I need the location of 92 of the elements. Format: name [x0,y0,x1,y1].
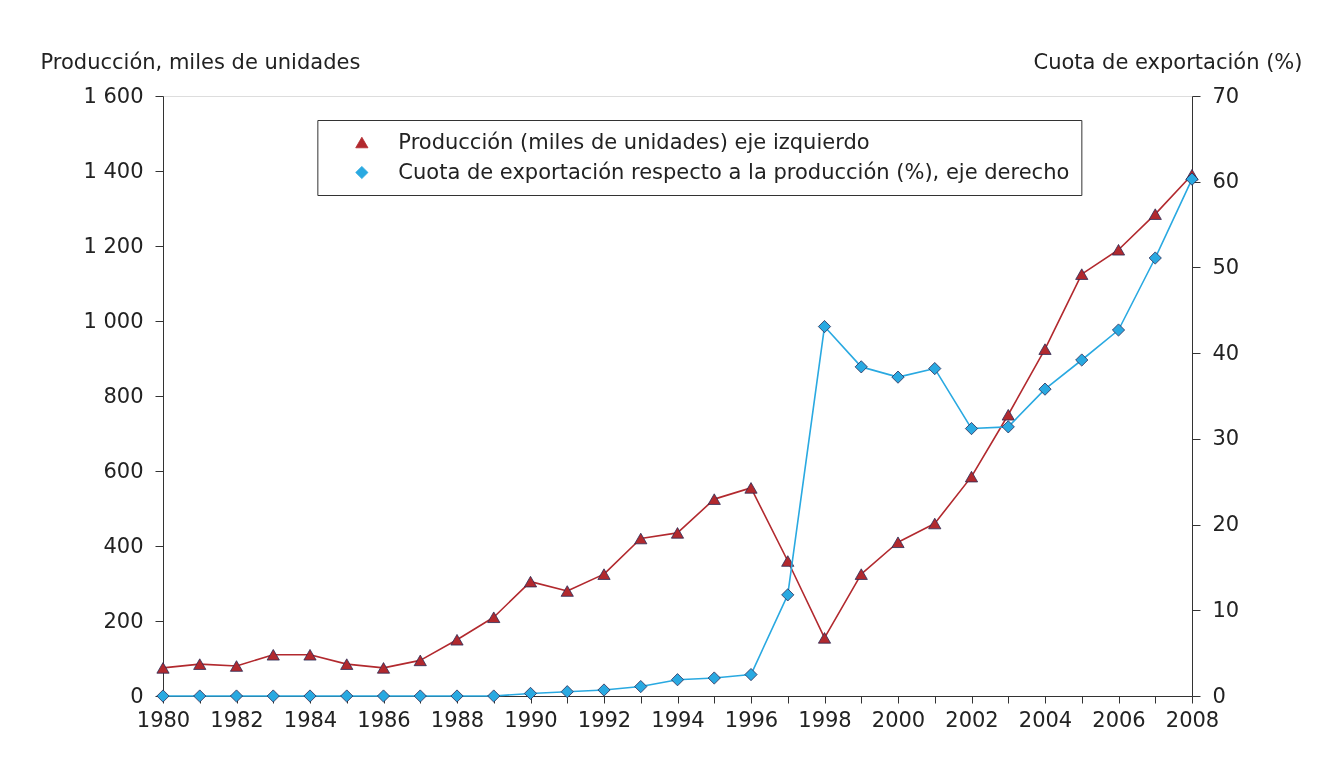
point [303,689,317,703]
point [1038,343,1052,355]
point [1185,172,1199,186]
y2-tick-label: 20 [1212,512,1240,537]
point [854,568,868,580]
x-tick-label: 1994 [651,707,705,732]
x-tick-label: 1996 [724,707,779,732]
y2-tick-label: 10 [1212,597,1240,622]
point [560,685,574,699]
y2-tick-label: 0 [1212,683,1226,708]
point [487,689,501,703]
point [376,662,391,674]
point [670,527,685,539]
y2-axis-title: Cuota de exportación (%) [1033,49,1303,74]
y-tick-label: 200 [103,608,144,633]
point [523,575,538,588]
x-tick-label: 1984 [283,707,338,732]
point [597,683,611,697]
y-axis-title: Producción, miles de unidades [40,49,361,74]
point [229,660,244,672]
y2-tick-label: 30 [1212,426,1240,451]
x-tick-label: 1990 [504,707,558,732]
point [303,649,317,661]
point [1001,409,1015,421]
y2-tick-label: 70 [1212,83,1240,108]
point [744,668,758,682]
x-tick-label: 2004 [1018,707,1073,732]
legend-label: Cuota de exportación respecto a la producción (%), eje derecho [398,159,1070,184]
y-tick-label: 1 400 [83,158,144,183]
point [891,536,905,548]
point [487,611,501,623]
point [707,493,721,505]
point [266,649,280,661]
point [1111,323,1126,337]
x-tick-label: 2008 [1165,707,1220,732]
point [1148,251,1162,265]
point [1111,244,1126,256]
point [781,555,795,567]
point [340,689,354,703]
point [634,680,648,694]
y-tick-label: 400 [103,533,144,558]
x-tick-label: 1980 [136,707,191,732]
y2-tick-label: 40 [1212,340,1240,365]
x-tick-label: 1982 [210,707,264,732]
point [1038,382,1052,396]
point [266,689,280,703]
point [928,362,942,376]
point [523,686,538,700]
point [1001,420,1015,434]
y2-tick-label: 50 [1212,254,1240,279]
point [450,689,464,703]
point [1148,208,1162,220]
x-tick-label: 1998 [798,707,852,732]
point [891,370,905,384]
point [817,632,832,644]
point [707,671,721,685]
point [156,662,170,674]
x-tick-label: 2002 [945,707,999,732]
y-tick-label: 0 [130,683,144,708]
point [193,658,207,670]
point [1075,268,1089,280]
point [634,532,648,545]
point [340,658,354,670]
point [781,588,795,602]
point [928,517,942,530]
x-tick-label: 1988 [430,707,485,732]
point [413,689,427,703]
point [597,568,611,580]
legend-label: Producción (miles de unidades) eje izquierdo [398,129,870,154]
point [670,673,685,687]
point [376,689,391,703]
point [1075,353,1089,367]
point [854,360,868,374]
y-tick-label: 1 000 [83,308,144,333]
point [964,470,979,483]
x-tick-label: 2006 [1092,707,1146,732]
point [193,689,207,703]
y-tick-label: 1 200 [83,233,144,258]
point [964,422,979,436]
y-tick-label: 1 600 [83,83,144,108]
y-tick-label: 600 [103,458,144,483]
y2-tick-label: 60 [1212,169,1240,194]
point [744,482,758,494]
point [450,634,464,646]
point [560,585,574,597]
point [413,654,427,667]
point [817,320,832,334]
x-tick-label: 1992 [577,707,632,732]
x-tick-label: 1986 [357,707,411,732]
y-tick-label: 800 [103,383,144,408]
x-tick-label: 2000 [871,707,926,732]
point [229,689,244,703]
